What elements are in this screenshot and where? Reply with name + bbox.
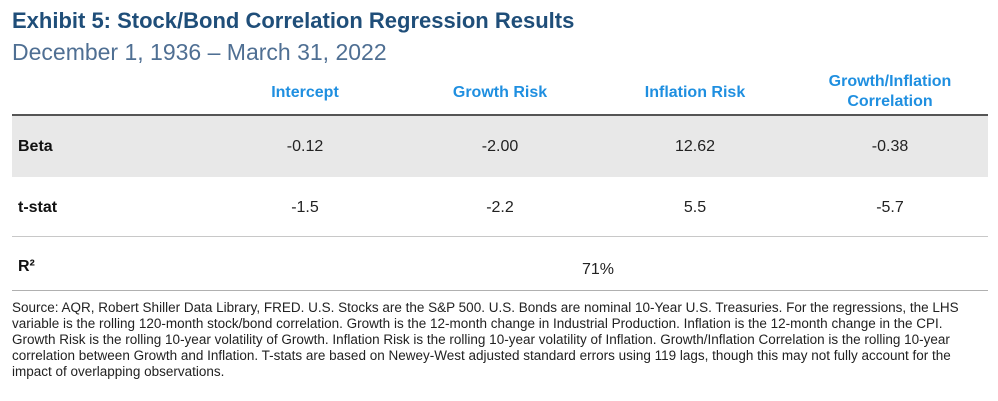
row-label-r-squared: R² xyxy=(18,258,35,275)
tstat-inflation-risk: 5.5 xyxy=(683,199,707,216)
tstat-growth-risk: -2.2 xyxy=(486,199,514,216)
row-divider xyxy=(12,236,988,237)
column-header-inflation-risk: Inflation Risk xyxy=(644,84,746,101)
tstat-intercept: -1.5 xyxy=(291,199,319,216)
exhibit-title: Exhibit 5: Stock/Bond Correlation Regres… xyxy=(12,8,575,33)
r-squared-value: 71% xyxy=(581,261,615,278)
exhibit-subtitle: December 1, 1936 – March 31, 2022 xyxy=(12,39,387,65)
column-header-growth-inflation-correlation: Growth/Inflation Correlation xyxy=(828,73,952,110)
source-footnote: Source: AQR, Robert Shiller Data Library… xyxy=(12,300,959,379)
beta-row-band xyxy=(12,116,988,177)
beta-inflation-risk: 12.62 xyxy=(674,138,716,155)
beta-intercept: -0.12 xyxy=(286,138,324,155)
row-label-tstat: t-stat xyxy=(18,199,58,216)
row-label-beta: Beta xyxy=(18,138,53,155)
tstat-growth-inflation-correlation: -5.7 xyxy=(876,199,904,216)
table-bottom-rule xyxy=(12,290,988,291)
column-header-intercept: Intercept xyxy=(271,84,339,101)
column-header-growth-risk: Growth Risk xyxy=(452,84,548,101)
beta-growth-risk: -2.00 xyxy=(481,138,519,155)
header-rule xyxy=(12,114,988,116)
beta-growth-inflation-correlation: -0.38 xyxy=(871,138,909,155)
